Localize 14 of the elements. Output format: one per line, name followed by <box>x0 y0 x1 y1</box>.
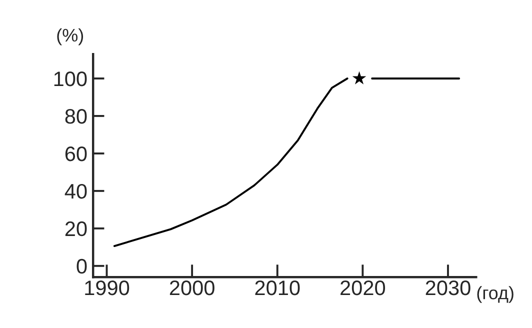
y-axis-title: (%) <box>57 28 84 46</box>
line-series <box>113 78 348 248</box>
x-tick-label: 2000 <box>170 280 214 296</box>
x-tick-label: 2010 <box>255 280 300 296</box>
y-tick-label: 20 <box>65 221 87 236</box>
x-axis-title: (год) <box>477 286 514 303</box>
x-tick-label: 1990 <box>85 280 130 296</box>
y-tick-label: 60 <box>65 146 87 162</box>
y-tick-label: 0 <box>76 258 87 274</box>
y-tick-label: 80 <box>65 108 87 124</box>
y-tick-label: 40 <box>64 184 87 199</box>
x-tick-label: 2020 <box>340 280 386 296</box>
x-tick-label: 2030 <box>426 280 470 296</box>
y-tick-label: 100 <box>54 71 87 86</box>
